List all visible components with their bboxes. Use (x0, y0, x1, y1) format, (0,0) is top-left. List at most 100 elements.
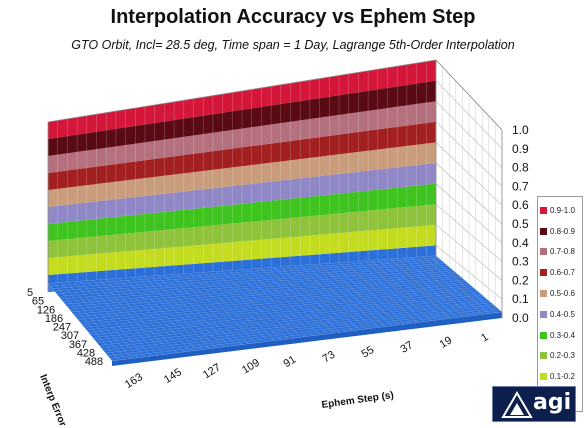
mesh-line (157, 275, 223, 348)
x-tick-label: 127 (201, 362, 223, 382)
x-tick-label: 91 (282, 354, 299, 371)
z-tick-label: 0.6 (512, 198, 529, 212)
wall-band-0.7-0.8 (48, 101, 436, 173)
legend-item: 0.6-0.7 (540, 262, 580, 283)
y-tick-label: 126 (37, 304, 55, 316)
mesh-line (94, 296, 485, 341)
mesh-line (300, 265, 366, 330)
mesh-line (416, 256, 483, 315)
mesh-line (88, 290, 478, 333)
mesh-line (118, 278, 184, 353)
mesh-line (125, 277, 191, 352)
mesh-line (422, 256, 490, 314)
z-tick-label: 0.2 (512, 273, 529, 287)
mesh-line (241, 269, 308, 337)
legend-label: 0.9-1.0 (550, 205, 575, 215)
mesh-line (371, 260, 438, 321)
triangle-logo-icon (501, 391, 533, 418)
z-tick-label: 0.3 (512, 255, 529, 269)
legend-item: 0.5-0.6 (540, 283, 580, 304)
mesh-line (67, 272, 456, 307)
wall-band-0.6-0.7 (48, 121, 436, 190)
x-tick-label: 37 (399, 339, 416, 356)
mesh-line (261, 268, 327, 335)
mesh-line (144, 276, 210, 349)
mesh-line (109, 309, 500, 359)
mesh-line (332, 262, 399, 326)
mesh-line (73, 281, 139, 358)
z-tick-label: 0.4 (512, 236, 529, 250)
mesh-line (280, 266, 347, 332)
mesh-line (103, 304, 494, 351)
mesh-line (65, 270, 454, 305)
y-tick-label: 5 (27, 287, 33, 299)
mesh-line (93, 280, 158, 356)
mesh-line (52, 259, 441, 289)
mesh-line (71, 276, 461, 313)
legend: 0.9-1.0 0.8-0.9 0.7-0.8 0.6-0.7 0.5-0.6 0.4-0… (537, 196, 583, 412)
mesh-line (73, 277, 463, 315)
z-tick-label: 1.0 (512, 123, 529, 137)
mesh-line (312, 264, 379, 328)
z-tick-label: 0.5 (512, 217, 529, 231)
mesh-line (209, 271, 275, 341)
legend-swatch (540, 331, 547, 339)
mesh-line (67, 281, 132, 359)
legend-item: 0.8-0.9 (540, 221, 580, 242)
mesh-line (435, 255, 503, 313)
legend-label: 0.7-0.8 (550, 247, 575, 257)
mesh-line (177, 274, 243, 345)
mesh-line (97, 298, 487, 344)
legend-item: 0.9-1.0 (540, 200, 580, 221)
mesh-line (90, 292, 481, 336)
back-wall-bands (48, 60, 436, 292)
mesh-line (403, 257, 470, 317)
z-tick-label: 0.0 (512, 311, 529, 325)
legend-label: 0.6-0.7 (550, 268, 575, 278)
mesh-line (111, 311, 503, 362)
legend-swatch (540, 373, 547, 381)
mesh-line (151, 275, 217, 348)
legend-item: 0.2-0.3 (540, 346, 580, 367)
mesh-line (60, 282, 126, 360)
mesh-line (164, 274, 230, 347)
legend-swatch (540, 227, 547, 235)
mesh-line (75, 279, 465, 318)
mesh-line (215, 271, 282, 340)
legend-label: 0.1-0.2 (550, 372, 575, 382)
mesh-line (79, 283, 470, 323)
mesh-line (50, 257, 439, 287)
mesh-line (390, 258, 457, 318)
legend-label: 0.2-0.3 (550, 351, 575, 361)
y-axis-label: Interp Error (m) (37, 373, 75, 428)
mesh-line (54, 261, 443, 292)
mesh-line (248, 268, 314, 336)
mesh-line (190, 273, 256, 344)
mesh-line (409, 257, 477, 316)
mesh-line (112, 278, 178, 353)
mesh-line (82, 285, 472, 326)
legend-item: 0.7-0.8 (540, 242, 580, 263)
mesh-line (287, 266, 353, 331)
wall-band-0.3-0.4 (48, 183, 436, 241)
mesh-line (293, 265, 360, 330)
mesh-line (107, 307, 498, 356)
mesh-line (47, 283, 113, 362)
wall-band-0.4-0.5 (48, 163, 436, 224)
mesh-line (131, 277, 197, 351)
plot-frame (47, 59, 503, 318)
mesh-line (54, 282, 119, 361)
legend-swatch (540, 206, 547, 214)
x-tick-label: 109 (240, 357, 262, 377)
x-axis-label: Ephem Step (s) (321, 390, 395, 411)
legend-swatch (540, 269, 547, 277)
mesh-line (222, 270, 288, 339)
mesh-line (105, 305, 496, 354)
mesh-line (203, 272, 269, 342)
y-tick-label: 247 (53, 322, 71, 334)
mesh-line (254, 268, 321, 335)
mesh-line (196, 272, 262, 343)
z-axis-tick-labels: 0.0 0.1 0.2 0.3 0.4 0.5 0.6 0.7 0.8 0.9 1.0 (512, 123, 529, 325)
mesh-line (338, 262, 405, 325)
mesh-line (86, 289, 476, 331)
